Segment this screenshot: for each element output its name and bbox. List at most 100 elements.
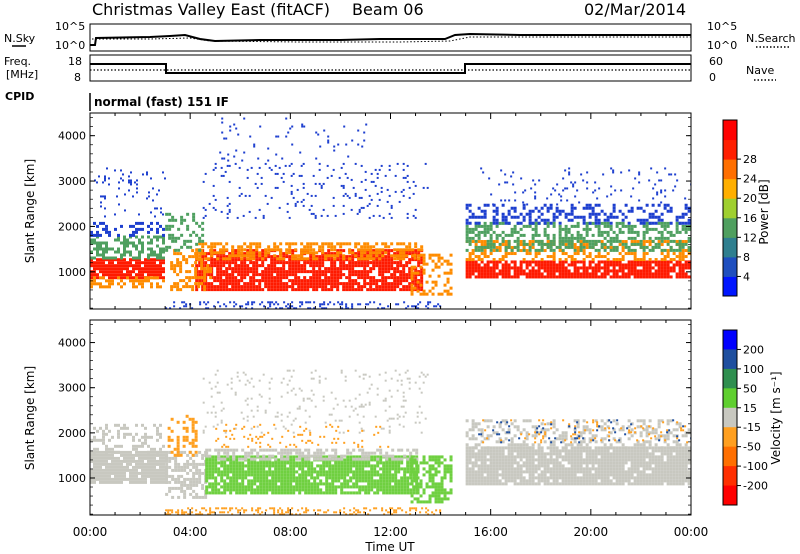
range-cell	[363, 139, 366, 142]
range-cell	[627, 252, 631, 256]
range-cell	[234, 267, 238, 271]
range-cell	[126, 477, 129, 481]
range-cell	[203, 301, 206, 304]
range-cell	[384, 174, 387, 177]
range-cell	[291, 252, 295, 256]
range-cell	[232, 482, 236, 486]
range-cell	[591, 233, 595, 237]
range-cell	[261, 273, 265, 277]
range-cell	[223, 473, 227, 477]
range-cell	[522, 233, 526, 237]
range-cell	[286, 457, 290, 461]
range-cell	[322, 473, 326, 477]
range-cell	[244, 454, 248, 458]
range-cell	[129, 474, 132, 478]
range-cell	[286, 491, 290, 495]
range-cell	[612, 263, 616, 267]
range-cell	[108, 285, 111, 289]
range-cell	[588, 275, 592, 279]
range-cell	[391, 476, 395, 480]
range-cell	[489, 269, 493, 273]
range-cell	[597, 260, 601, 264]
noise-left-tick-top: 10^5	[55, 20, 85, 33]
range-cell	[474, 239, 478, 243]
range-cell	[321, 248, 325, 252]
range-cell	[259, 470, 263, 474]
range-cell	[289, 482, 293, 486]
range-cell	[360, 254, 364, 258]
range-cell	[234, 261, 238, 265]
range-cell	[537, 272, 541, 276]
range-cell	[657, 269, 661, 273]
range-cell	[434, 262, 438, 266]
range-cell	[358, 470, 362, 474]
range-cell	[204, 261, 208, 265]
range-cell	[373, 482, 377, 486]
range-cell	[177, 227, 181, 231]
range-cell	[102, 453, 105, 457]
range-cell	[618, 269, 622, 273]
range-cell	[313, 467, 317, 471]
range-cell	[179, 270, 183, 274]
range-cell	[238, 485, 242, 489]
range-cell	[546, 269, 550, 273]
range-cell	[645, 230, 649, 234]
range-cell	[204, 264, 208, 268]
range-cell	[582, 215, 586, 219]
colorbar-segment	[723, 237, 737, 258]
range-cell	[153, 273, 156, 277]
range-cell	[324, 242, 328, 246]
range-cell	[138, 261, 141, 265]
range-cell	[250, 455, 254, 459]
range-cell	[104, 195, 106, 198]
range-cell	[348, 267, 352, 271]
range-cell	[558, 266, 562, 270]
range-cell	[684, 227, 688, 231]
range-cell	[492, 221, 496, 225]
range-cell	[339, 251, 343, 255]
range-cell	[627, 272, 631, 276]
range-cell	[603, 221, 607, 225]
range-cell	[162, 453, 165, 457]
range-cell	[321, 273, 325, 277]
range-cell	[301, 123, 304, 126]
range-cell	[194, 282, 198, 286]
range-cell	[562, 177, 565, 180]
range-cell	[204, 172, 207, 175]
range-cell	[90, 471, 93, 475]
range-cell	[552, 239, 556, 243]
range-cell	[226, 212, 229, 215]
range-cell	[232, 470, 236, 474]
range-cell	[387, 305, 390, 308]
range-cell	[585, 272, 589, 276]
range-cell	[384, 251, 388, 255]
range-cell	[552, 258, 556, 262]
range-cell	[247, 301, 250, 304]
range-cell	[615, 260, 619, 264]
range-cell	[211, 455, 215, 459]
range-cell	[278, 166, 281, 169]
range-cell	[334, 476, 338, 480]
range-cell	[213, 258, 217, 262]
range-cell	[223, 470, 227, 474]
range-cell	[216, 255, 220, 259]
range-cell	[528, 243, 532, 247]
range-cell	[465, 227, 469, 231]
range-cell	[259, 464, 263, 468]
range-cell	[176, 450, 180, 454]
range-cell	[292, 473, 296, 477]
range-cell	[360, 248, 364, 252]
range-cell	[93, 468, 96, 472]
range-cell	[534, 260, 538, 264]
range-cell	[102, 276, 105, 280]
range-cell	[402, 251, 406, 255]
range-cell	[262, 479, 266, 483]
range-cell	[159, 276, 162, 280]
range-cell	[357, 248, 361, 252]
range-cell	[391, 473, 395, 477]
range-cell	[534, 252, 538, 256]
range-cell	[236, 216, 239, 219]
range-cell	[322, 491, 326, 495]
range-cell	[564, 266, 568, 270]
range-cell	[519, 263, 523, 267]
